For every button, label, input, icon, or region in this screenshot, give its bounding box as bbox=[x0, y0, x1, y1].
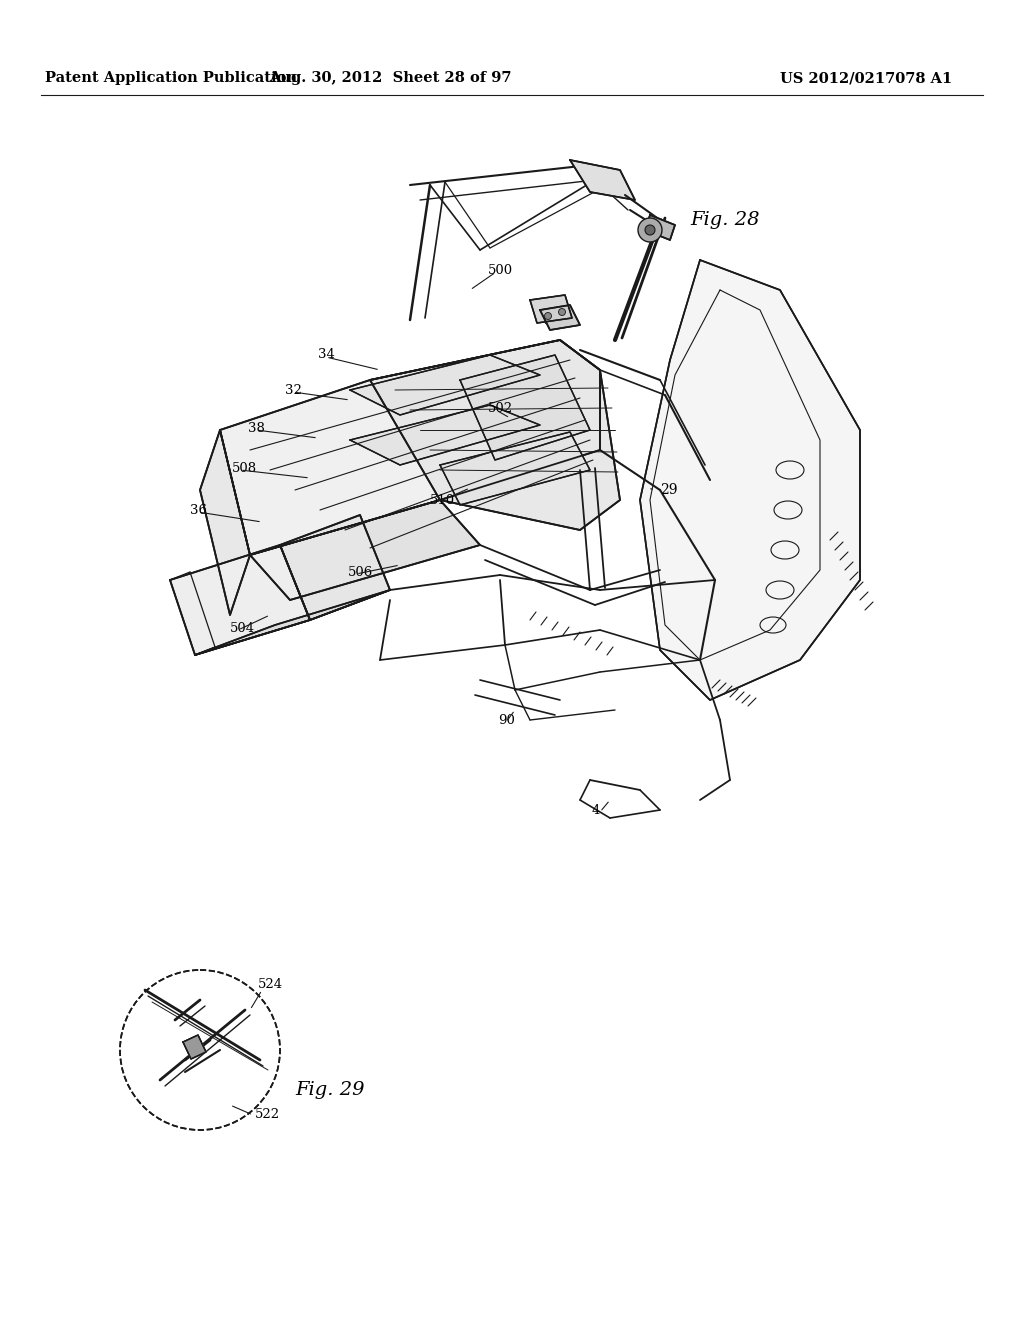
Text: 522: 522 bbox=[255, 1109, 281, 1122]
Polygon shape bbox=[350, 405, 540, 465]
Circle shape bbox=[638, 218, 662, 242]
Polygon shape bbox=[370, 341, 620, 531]
Text: 510: 510 bbox=[430, 494, 455, 507]
Text: 4: 4 bbox=[592, 804, 600, 817]
Text: 38: 38 bbox=[248, 421, 265, 434]
Text: 504: 504 bbox=[230, 622, 255, 635]
Text: 29: 29 bbox=[660, 483, 678, 498]
Polygon shape bbox=[645, 215, 675, 240]
Polygon shape bbox=[570, 160, 635, 201]
Text: 500: 500 bbox=[488, 264, 513, 276]
Circle shape bbox=[645, 224, 655, 235]
Polygon shape bbox=[440, 432, 590, 506]
Text: Aug. 30, 2012  Sheet 28 of 97: Aug. 30, 2012 Sheet 28 of 97 bbox=[268, 71, 511, 84]
Text: Fig. 28: Fig. 28 bbox=[690, 211, 760, 228]
Polygon shape bbox=[250, 500, 480, 601]
Polygon shape bbox=[280, 515, 390, 620]
Polygon shape bbox=[640, 260, 860, 700]
Circle shape bbox=[120, 970, 280, 1130]
Polygon shape bbox=[530, 294, 572, 323]
Polygon shape bbox=[170, 545, 310, 655]
Polygon shape bbox=[350, 355, 540, 414]
Polygon shape bbox=[195, 590, 390, 655]
Polygon shape bbox=[200, 430, 250, 615]
Circle shape bbox=[545, 313, 552, 319]
Text: 524: 524 bbox=[258, 978, 283, 991]
Text: 36: 36 bbox=[190, 503, 207, 516]
Text: 90: 90 bbox=[498, 714, 515, 726]
Polygon shape bbox=[220, 341, 600, 554]
Text: Patent Application Publication: Patent Application Publication bbox=[45, 71, 297, 84]
Polygon shape bbox=[540, 305, 580, 330]
Text: US 2012/0217078 A1: US 2012/0217078 A1 bbox=[780, 71, 952, 84]
Polygon shape bbox=[183, 1035, 206, 1059]
Text: 32: 32 bbox=[285, 384, 302, 396]
Circle shape bbox=[558, 309, 565, 315]
Text: 502: 502 bbox=[488, 401, 513, 414]
Text: Fig. 29: Fig. 29 bbox=[295, 1081, 365, 1100]
Text: 508: 508 bbox=[232, 462, 257, 474]
Text: 34: 34 bbox=[318, 348, 335, 362]
Text: 506: 506 bbox=[348, 565, 374, 578]
Polygon shape bbox=[460, 355, 590, 459]
